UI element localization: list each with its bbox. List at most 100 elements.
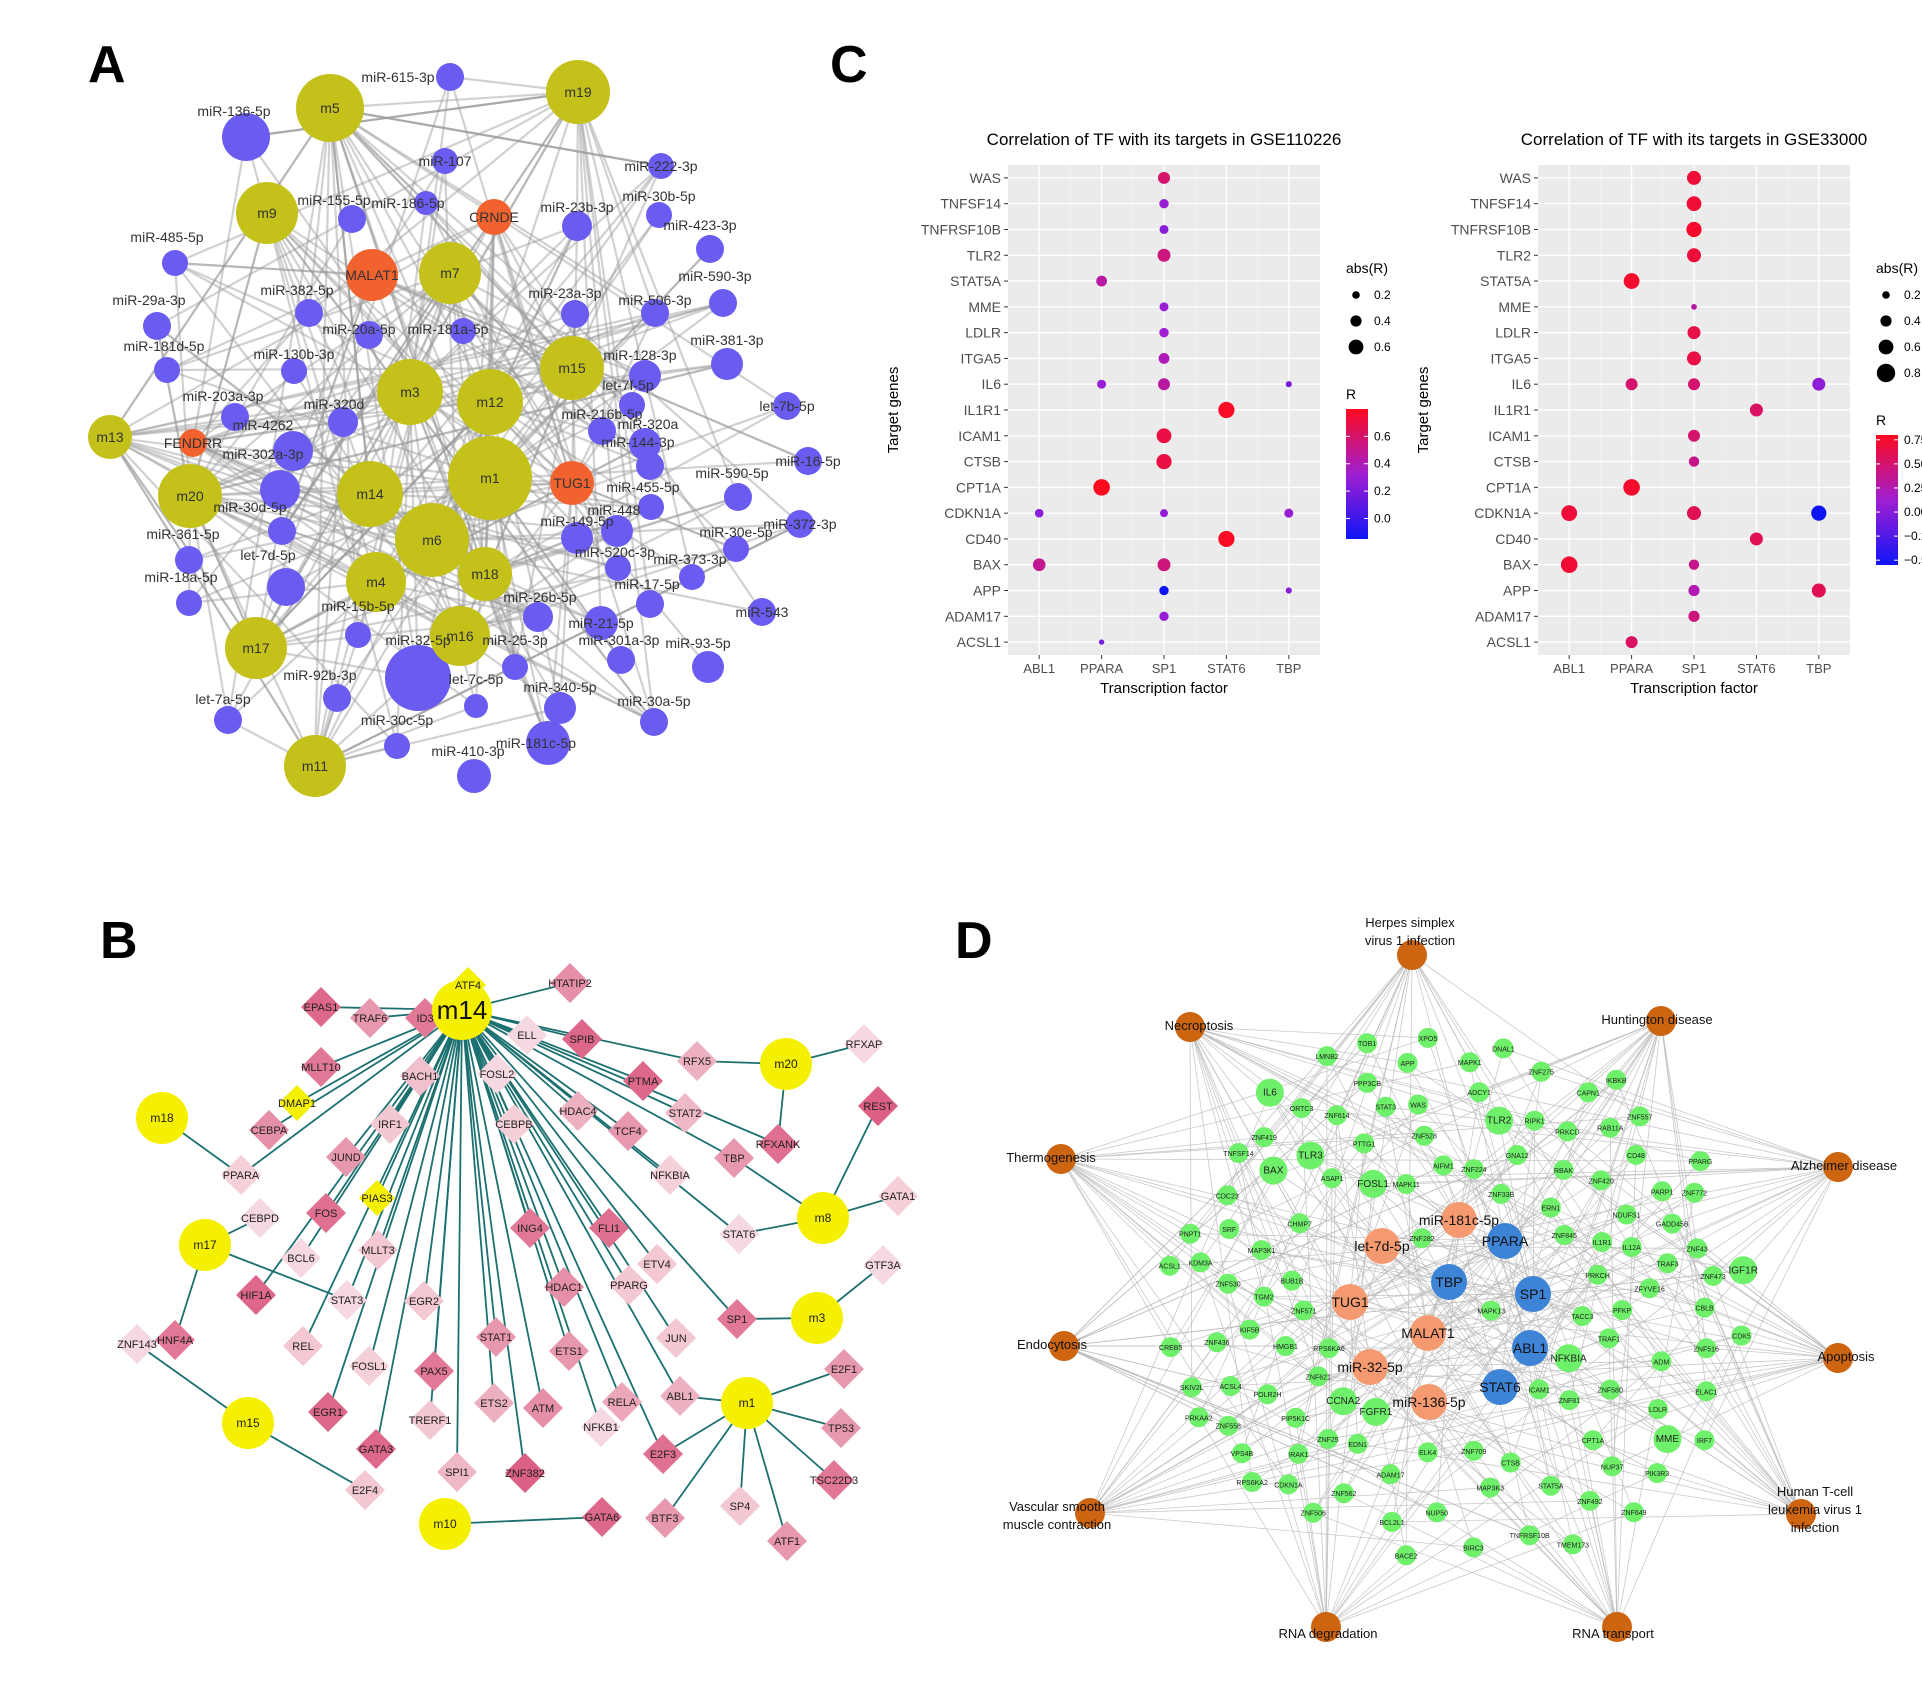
pathway-edge — [1501, 1193, 1839, 1359]
mirna-node-mir-136-5p — [222, 113, 270, 161]
tf-node-dmap1 — [279, 1085, 315, 1121]
network-edge — [489, 401, 709, 668]
gene-label: ZNF562 — [1331, 1491, 1356, 1498]
network-edge — [371, 274, 573, 369]
network-edge — [576, 91, 694, 578]
mirna-node-mir-16-5p — [794, 447, 822, 475]
tf-label: PTMA — [628, 1076, 659, 1088]
mirna-node-mir-4262 — [273, 431, 313, 471]
gene-label: HMGB1 — [1273, 1344, 1298, 1351]
y-tick-label: CPT1A — [1486, 479, 1532, 495]
mirna-node-mir-186-5p — [414, 191, 438, 215]
tf-label: EGR2 — [409, 1296, 439, 1308]
network-edge — [255, 313, 576, 649]
regulation-edge — [1249, 1240, 1506, 1330]
y-tick-label: APP — [1503, 583, 1531, 599]
tf-label: BCL6 — [287, 1253, 315, 1265]
gene-node-pip5k1c — [1285, 1407, 1306, 1428]
network-edge — [328, 107, 372, 495]
gene-node-fgfr1 — [1361, 1397, 1390, 1426]
mirna-label: miR-410-3p — [431, 743, 504, 759]
pathway-edge — [1198, 1417, 1327, 1628]
network-edge — [109, 436, 257, 649]
regulation-edge — [1349, 1207, 1551, 1303]
tf-node-znf143 — [117, 1324, 157, 1364]
x-tick-label: PPARA — [1610, 661, 1653, 676]
mirna-node-mir-155-5p — [338, 205, 366, 233]
pathway-edge — [1060, 1037, 1428, 1160]
tf-node-nfkbia — [650, 1155, 690, 1195]
gene-label: ZNF845 — [1552, 1233, 1577, 1240]
mirna-node-mir-410-3p — [457, 759, 491, 793]
gene-node-ldlr — [1648, 1399, 1668, 1420]
module-node-m4 — [346, 552, 406, 612]
regulation-edge — [1191, 1293, 1534, 1388]
size-legend-dot — [1352, 291, 1360, 299]
gene-node-map3k1 — [1251, 1240, 1272, 1261]
pathway-edge — [1060, 1158, 1293, 1281]
tf-node-tp53 — [821, 1408, 861, 1448]
gene-label: DNAL1 — [1492, 1046, 1515, 1053]
mirna-label: miR-448 — [588, 502, 641, 518]
mirna-label: miR-320a — [618, 416, 679, 432]
tf-node-spib — [562, 1019, 602, 1059]
mirna-node-mir-32-5p — [385, 645, 451, 711]
module-node-m1 — [448, 436, 532, 520]
mirna-label: miR-423-3p — [663, 217, 736, 233]
pathway-edge — [1297, 1453, 1327, 1628]
network-edge — [192, 441, 619, 570]
y-tick-label: CTSB — [1494, 454, 1531, 470]
pathway-edge — [1063, 1269, 1744, 1347]
pathway-label-line: Thermogenesis — [1006, 1150, 1096, 1165]
network-edge — [156, 91, 579, 327]
gene-node-znf621 — [1308, 1366, 1329, 1387]
lncrna-label: TUG1 — [553, 475, 591, 491]
module-node-m13 — [88, 415, 132, 459]
tf-node-ell — [507, 1015, 547, 1055]
mirna-label: miR-381-3p — [690, 332, 763, 348]
tf-node-rel — [283, 1326, 323, 1366]
hub-edge — [302, 1009, 463, 1347]
gene-node-aifm1 — [1433, 1155, 1454, 1176]
module-label: m17 — [193, 1238, 217, 1252]
network-edge — [375, 581, 655, 723]
y-tick-label: TNFRSF10B — [921, 221, 1001, 237]
network-edge — [425, 202, 573, 369]
network-edge — [558, 482, 574, 709]
pathway-edge — [1490, 1310, 1618, 1628]
gene-label: NUP50 — [1426, 1510, 1449, 1517]
size-legend-label: 0.6 — [1904, 340, 1921, 354]
y-tick-label: ADAM17 — [945, 608, 1001, 624]
pathway-edge — [1327, 1357, 1839, 1440]
gene-node-il1r1 — [1592, 1232, 1612, 1252]
pathway-edge — [1363, 1143, 1802, 1515]
pathway-edge — [1473, 1450, 1618, 1628]
pathway-edge — [1612, 1357, 1839, 1467]
network-edge — [281, 91, 579, 532]
tf-label: PIAS3 — [361, 1193, 392, 1205]
mirna-label: miR-506-3p — [618, 292, 691, 308]
gene-node-cdc23 — [1217, 1185, 1238, 1206]
gene-node-adcy1 — [1469, 1082, 1490, 1103]
network-edge — [328, 107, 372, 495]
data-point-cdkn1a-sp1 — [1687, 506, 1701, 521]
tf-node-htatip2 — [550, 963, 590, 1003]
tf-node-cebpa — [249, 1110, 289, 1150]
regulation-edge — [1498, 1120, 1534, 1295]
regulation-edge — [1269, 1092, 1430, 1403]
module-edge — [444, 1516, 603, 1525]
data-point-cdkn1a-abl1 — [1561, 505, 1578, 522]
tf-label: BACH1 — [402, 1071, 439, 1083]
pathway-edge — [1063, 1042, 1368, 1347]
tf-node-fos — [306, 1193, 346, 1233]
pathway-label-line: Apoptosis — [1817, 1349, 1875, 1364]
network-edge — [255, 615, 539, 650]
gene-label: SKIV2L — [1180, 1385, 1204, 1392]
y-tick-label: ITGA5 — [961, 350, 1002, 366]
regulation-edge — [1229, 1228, 1450, 1283]
network-edge — [492, 216, 574, 484]
network-edge — [174, 261, 373, 277]
y-tick-label: LDLR — [1495, 325, 1531, 341]
data-point-app-tbp — [1285, 587, 1292, 594]
